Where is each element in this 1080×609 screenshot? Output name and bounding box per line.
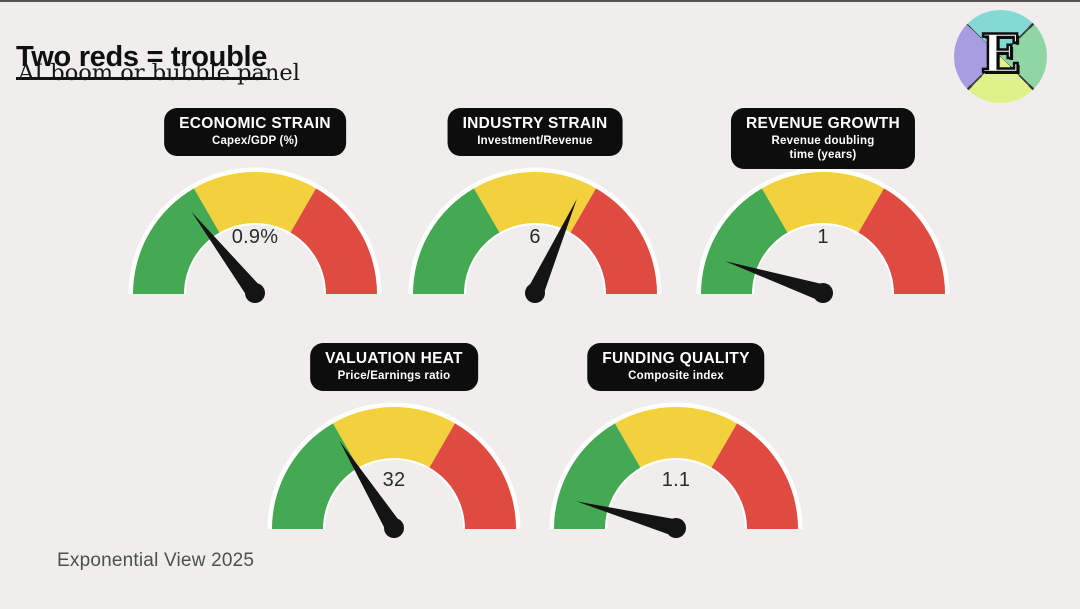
arc-segment-red	[711, 423, 798, 529]
gauge-subtitle: Investment/Revenue	[477, 135, 593, 147]
arc-segment-red	[429, 423, 516, 529]
arc-segment-green	[554, 423, 641, 529]
gauge-arc	[267, 402, 521, 538]
gauge-industry-strain: INDUSTRY STRAIN Investment/Revenue 6	[405, 108, 665, 304]
gauge-title: FUNDING QUALITY	[602, 350, 750, 367]
gauge-title-box: FUNDING QUALITY Composite index	[587, 343, 765, 391]
exponential-view-logo-icon: E	[954, 10, 1047, 103]
gauge-value: 1	[817, 226, 829, 248]
gauge-needle	[725, 261, 833, 303]
arc-segment-yellow	[194, 171, 316, 233]
gauge-funding-quality: FUNDING QUALITY Composite index 1.1	[546, 343, 806, 539]
arc-segment-yellow	[474, 171, 596, 233]
gauge-revenue-growth: REVENUE GROWTH Revenue doubling time (ye…	[693, 108, 953, 304]
gauge-title-box: INDUSTRY STRAIN Investment/Revenue	[447, 108, 623, 156]
gauge-title: ECONOMIC STRAIN	[179, 115, 331, 132]
arc-segment-red	[570, 188, 657, 294]
page-subtitle: AI boom or bubble panel	[18, 60, 300, 86]
gauge-value: 32	[382, 469, 406, 491]
arc-segment-yellow	[333, 406, 455, 468]
logo-letter-e: E	[979, 23, 1021, 85]
gauge-subtitle: Revenue doubling time (years)	[771, 135, 875, 161]
footer-credit: Exponential View 2025	[57, 550, 255, 571]
gauge-arc	[549, 402, 803, 538]
gauge-subtitle: Capex/GDP (%)	[211, 135, 299, 147]
arc-segment-red	[290, 188, 377, 294]
gauge-title-box: REVENUE GROWTH Revenue doubling time (ye…	[730, 108, 916, 169]
gauge-value: 6	[529, 226, 541, 248]
gauge-title: REVENUE GROWTH	[745, 115, 901, 132]
arc-segment-green	[413, 188, 500, 294]
gauge-value: 1.1	[661, 469, 691, 491]
gauge-economic-strain: ECONOMIC STRAIN Capex/GDP (%) 0.9%	[125, 108, 385, 304]
arc-segment-green	[133, 188, 220, 294]
arc-segment-green	[701, 188, 788, 294]
gauge-needle	[525, 198, 577, 303]
gauge-title-box: ECONOMIC STRAIN Capex/GDP (%)	[164, 108, 346, 156]
gauge-value: 0.9%	[231, 226, 279, 248]
gauge-needle	[339, 440, 404, 538]
top-border-line	[0, 0, 1080, 2]
gauge-title-box: VALUATION HEAT Price/Earnings ratio	[310, 343, 478, 391]
gauge-subtitle: Price/Earnings ratio	[337, 370, 451, 382]
gauge-title: INDUSTRY STRAIN	[462, 115, 608, 132]
gauge-valuation-heat: VALUATION HEAT Price/Earnings ratio 32	[264, 343, 524, 539]
arc-segment-yellow	[762, 171, 884, 233]
arc-segment-green	[272, 423, 359, 529]
arc-segment-yellow	[615, 406, 737, 468]
arc-segment-red	[858, 188, 945, 294]
gauge-needle	[576, 501, 686, 538]
gauge-title: VALUATION HEAT	[325, 350, 463, 367]
gauge-arc	[128, 167, 382, 303]
gauge-subtitle: Composite index	[628, 370, 724, 382]
gauge-needle	[191, 211, 265, 303]
gauge-arc	[696, 167, 950, 303]
page-title: Two reds = trouble	[16, 41, 267, 80]
gauge-arc	[408, 167, 662, 303]
